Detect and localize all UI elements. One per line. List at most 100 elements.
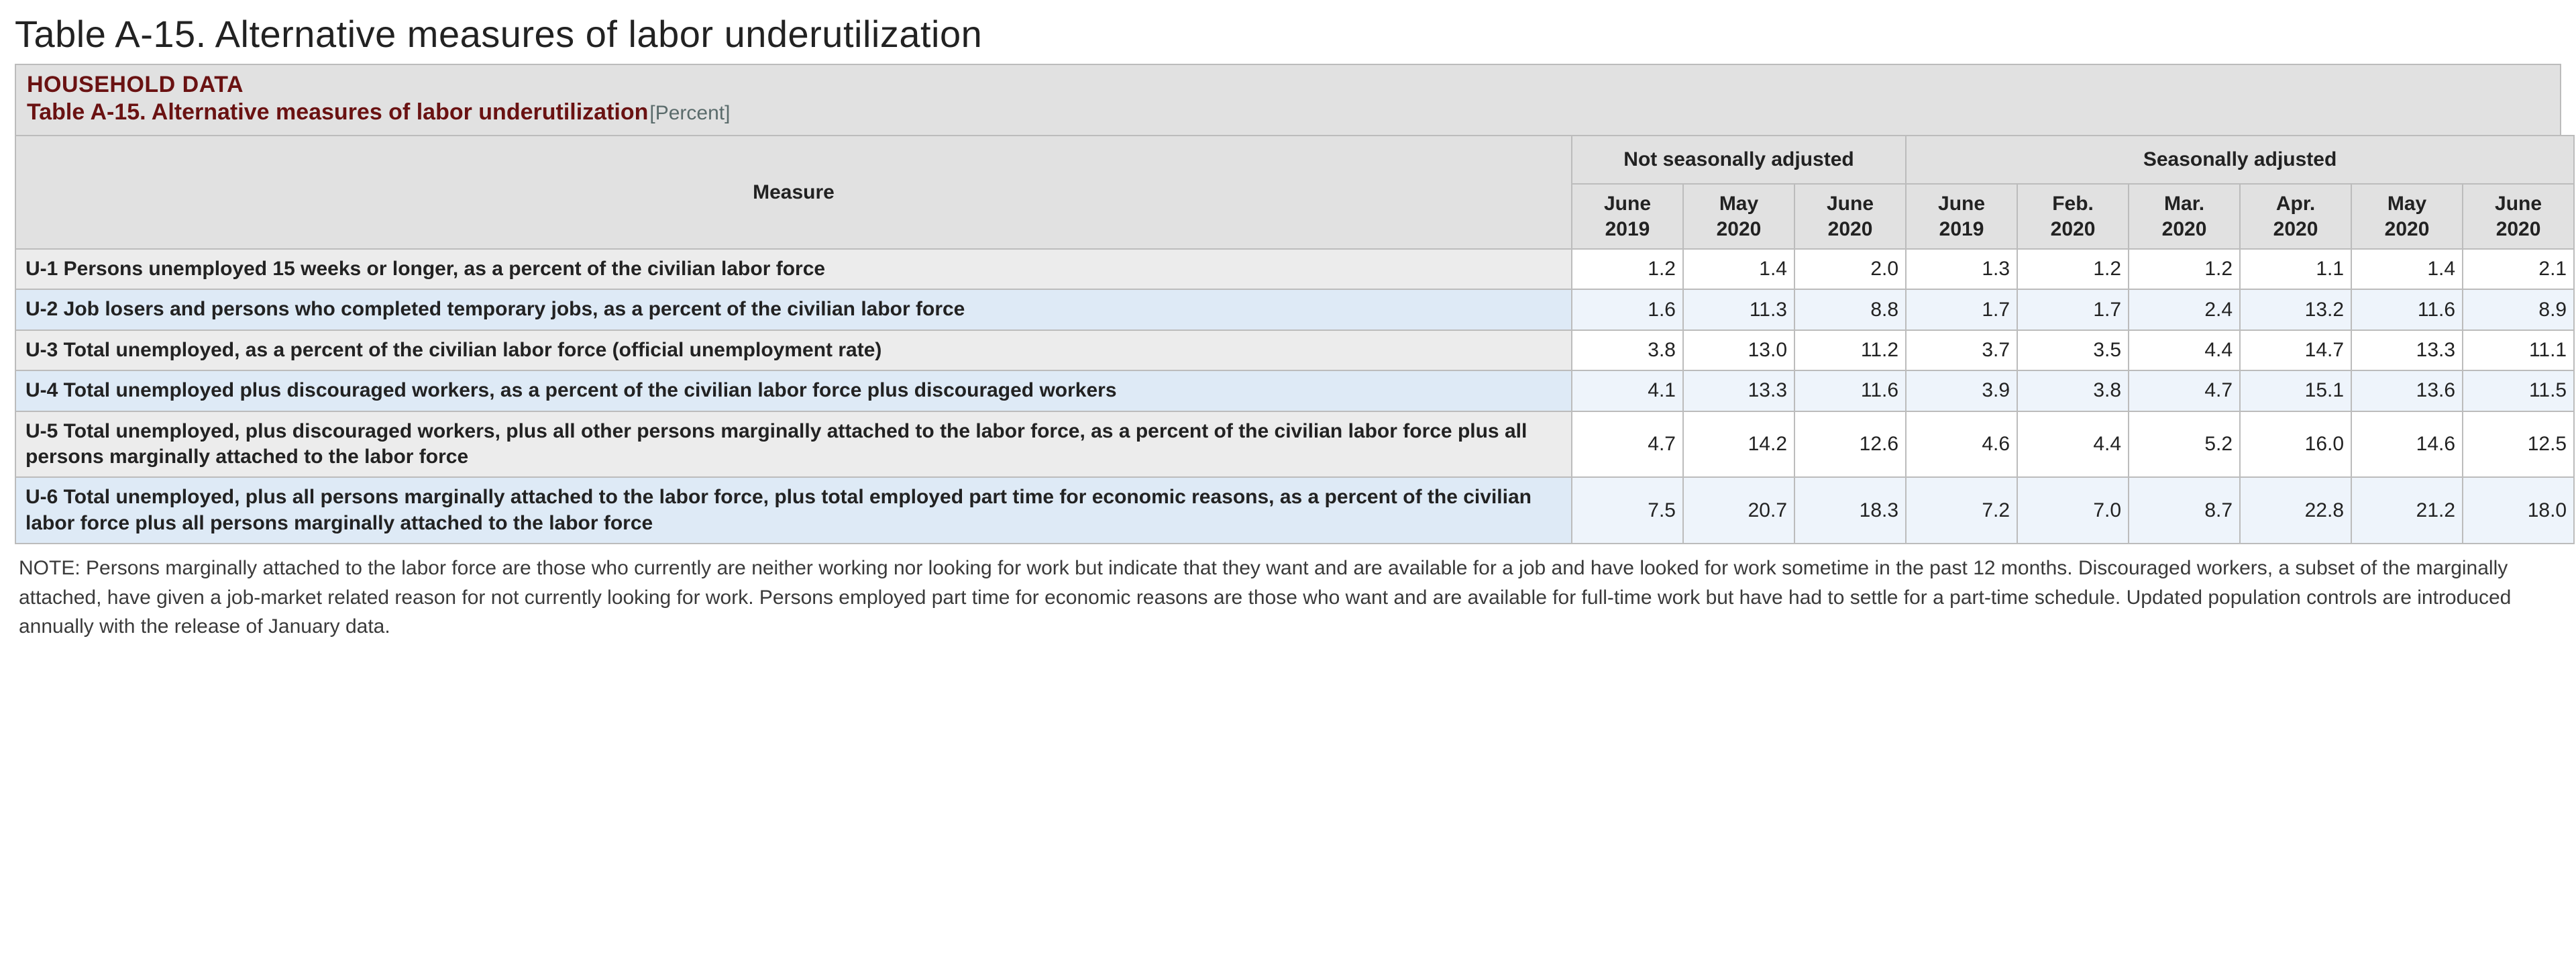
table-unit: [Percent] — [649, 102, 730, 124]
table-cell: 13.2 — [2240, 289, 2351, 329]
subtitle-line: Table A-15. Alternative measures of labo… — [27, 99, 2549, 125]
measure-label: U-4 Total unemployed plus discouraged wo… — [15, 370, 1572, 411]
col-header-period-4: Feb. 2020 — [2017, 184, 2129, 249]
underutilization-table: Measure Not seasonally adjusted Seasonal… — [15, 135, 2575, 544]
table-cell: 1.4 — [2351, 249, 2463, 289]
col-group-nsa: Not seasonally adjusted — [1572, 136, 1906, 184]
col-header-period-2: June 2020 — [1794, 184, 1906, 249]
table-cell: 12.6 — [1794, 411, 1906, 478]
col-header-period-5: Mar. 2020 — [2129, 184, 2240, 249]
table-cell: 1.2 — [2017, 249, 2129, 289]
measure-label: U-1 Persons unemployed 15 weeks or longe… — [15, 249, 1572, 289]
table-cell: 18.0 — [2463, 477, 2574, 544]
table-cell: 14.7 — [2240, 330, 2351, 370]
period-year: 2019 — [1605, 218, 1650, 240]
measure-label: U-6 Total unemployed, plus all persons m… — [15, 477, 1572, 544]
table-cell: 5.2 — [2129, 411, 2240, 478]
period-year: 2020 — [1717, 218, 1762, 240]
household-data-label: HOUSEHOLD DATA — [27, 72, 2549, 98]
col-header-period-1: May 2020 — [1683, 184, 1794, 249]
period-month: May — [1719, 193, 1758, 215]
table-cell: 1.1 — [2240, 249, 2351, 289]
table-cell: 13.0 — [1683, 330, 1794, 370]
table-cell: 14.6 — [2351, 411, 2463, 478]
period-year: 2020 — [2162, 218, 2207, 240]
table-cell: 15.1 — [2240, 370, 2351, 411]
col-header-period-6: Apr. 2020 — [2240, 184, 2351, 249]
table-body: U-1 Persons unemployed 15 weeks or longe… — [15, 249, 2574, 544]
period-month: June — [1827, 193, 1874, 215]
table-cell: 4.4 — [2017, 411, 2129, 478]
period-month: Mar. — [2164, 193, 2204, 215]
table-cell: 13.3 — [1683, 370, 1794, 411]
period-month: June — [1938, 193, 1985, 215]
col-header-period-0: June 2019 — [1572, 184, 1683, 249]
table-cell: 16.0 — [2240, 411, 2351, 478]
period-month: Feb. — [2052, 193, 2094, 215]
table-cell: 1.7 — [1906, 289, 2017, 329]
table-cell: 4.4 — [2129, 330, 2240, 370]
table-cell: 11.6 — [2351, 289, 2463, 329]
table-cell: 1.2 — [1572, 249, 1683, 289]
table-cell: 8.7 — [2129, 477, 2240, 544]
table-cell: 22.8 — [2240, 477, 2351, 544]
table-row: U-6 Total unemployed, plus all persons m… — [15, 477, 2574, 544]
page: Table A-15. Alternative measures of labo… — [0, 0, 2576, 662]
table-cell: 11.2 — [1794, 330, 1906, 370]
table-cell: 20.7 — [1683, 477, 1794, 544]
table-cell: 3.7 — [1906, 330, 2017, 370]
table-head: Measure Not seasonally adjusted Seasonal… — [15, 136, 2574, 249]
table-row: U-5 Total unemployed, plus discouraged w… — [15, 411, 2574, 478]
table-cell: 7.2 — [1906, 477, 2017, 544]
table-cell: 2.4 — [2129, 289, 2240, 329]
table-row: U-1 Persons unemployed 15 weeks or longe… — [15, 249, 2574, 289]
period-year: 2020 — [2051, 218, 2096, 240]
table-cell: 1.2 — [2129, 249, 2240, 289]
table-cell: 8.9 — [2463, 289, 2574, 329]
table-cell: 4.7 — [1572, 411, 1683, 478]
period-month: June — [1604, 193, 1651, 215]
table-cell: 13.3 — [2351, 330, 2463, 370]
table-cell: 1.6 — [1572, 289, 1683, 329]
table-cell: 3.5 — [2017, 330, 2129, 370]
table-cell: 4.7 — [2129, 370, 2240, 411]
col-header-period-3: June 2019 — [1906, 184, 2017, 249]
table-row: U-2 Job losers and persons who completed… — [15, 289, 2574, 329]
col-header-measure: Measure — [15, 136, 1572, 249]
table-cell: 2.1 — [2463, 249, 2574, 289]
page-title: Table A-15. Alternative measures of labo… — [15, 12, 2561, 56]
table-cell: 4.6 — [1906, 411, 2017, 478]
table-cell: 1.3 — [1906, 249, 2017, 289]
table-cell: 14.2 — [1683, 411, 1794, 478]
table-cell: 1.4 — [1683, 249, 1794, 289]
table-cell: 3.8 — [2017, 370, 2129, 411]
table-row: U-3 Total unemployed, as a percent of th… — [15, 330, 2574, 370]
table-cell: 13.6 — [2351, 370, 2463, 411]
table-cell: 7.5 — [1572, 477, 1683, 544]
table-row: U-4 Total unemployed plus discouraged wo… — [15, 370, 2574, 411]
table-cell: 21.2 — [2351, 477, 2463, 544]
period-month: Apr. — [2276, 193, 2315, 215]
period-month: May — [2387, 193, 2426, 215]
table-cell: 1.7 — [2017, 289, 2129, 329]
period-month: June — [2495, 193, 2542, 215]
table-cell: 7.0 — [2017, 477, 2129, 544]
measure-label: U-3 Total unemployed, as a percent of th… — [15, 330, 1572, 370]
measure-label: U-2 Job losers and persons who completed… — [15, 289, 1572, 329]
table-cell: 11.3 — [1683, 289, 1794, 329]
period-year: 2020 — [2385, 218, 2430, 240]
table-cell: 2.0 — [1794, 249, 1906, 289]
measure-label: U-5 Total unemployed, plus discouraged w… — [15, 411, 1572, 478]
period-year: 2020 — [1828, 218, 1873, 240]
period-year: 2020 — [2273, 218, 2318, 240]
table-cell: 11.6 — [1794, 370, 1906, 411]
table-cell: 3.8 — [1572, 330, 1683, 370]
table-subtitle: Table A-15. Alternative measures of labo… — [27, 99, 648, 125]
period-year: 2020 — [2496, 218, 2541, 240]
col-group-sa: Seasonally adjusted — [1906, 136, 2574, 184]
table-cell: 3.9 — [1906, 370, 2017, 411]
table-cell: 11.5 — [2463, 370, 2574, 411]
footnote: NOTE: Persons marginally attached to the… — [15, 544, 2561, 642]
period-year: 2019 — [1939, 218, 1984, 240]
table-cell: 11.1 — [2463, 330, 2574, 370]
